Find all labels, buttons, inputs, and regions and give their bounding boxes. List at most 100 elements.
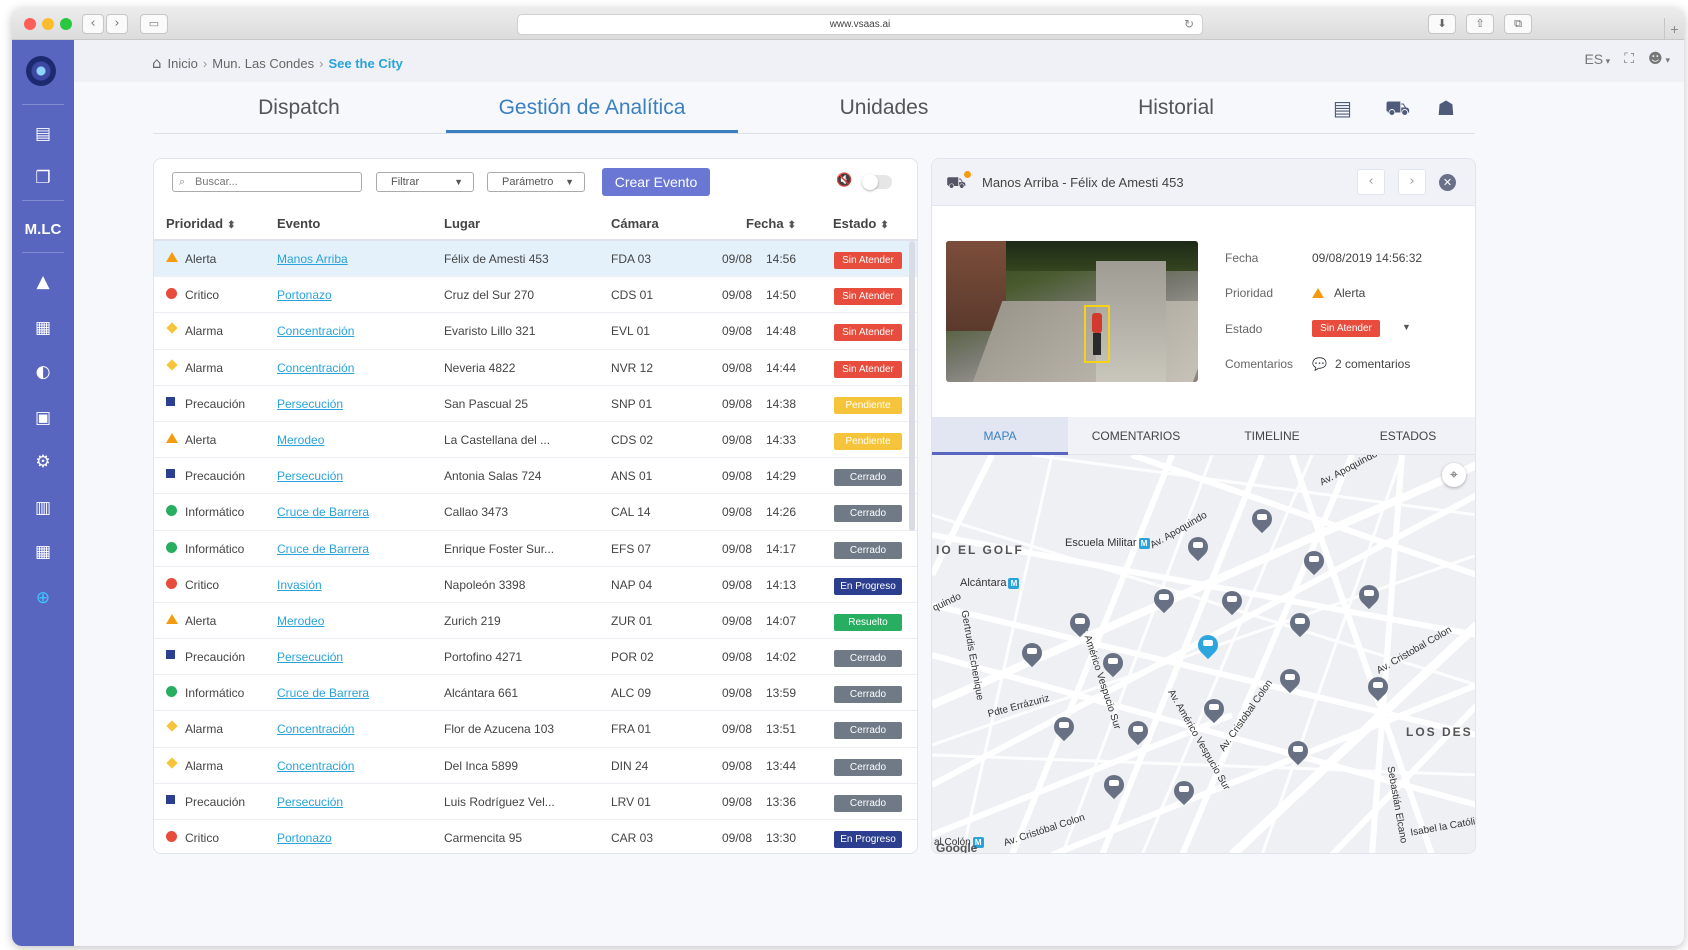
cctv-camera-icon[interactable]: ⛟: [1385, 96, 1411, 120]
status-badge[interactable]: Sin Atender: [834, 252, 902, 269]
url-bar[interactable]: www.vsaas.ai ↻: [517, 14, 1203, 35]
prev-event-button[interactable]: ‹: [1357, 169, 1385, 195]
camera-map-pin[interactable]: [1199, 694, 1229, 725]
breadcrumb-current[interactable]: See the City: [328, 55, 403, 71]
users-group-icon[interactable]: ☗: [1437, 96, 1455, 120]
header-fecha[interactable]: Fecha ⬍: [746, 216, 796, 231]
cell-evento-link[interactable]: Concentración: [277, 758, 355, 773]
header-prioridad[interactable]: Prioridad ⬍: [166, 216, 235, 231]
status-badge[interactable]: Sin Atender: [834, 288, 902, 306]
status-badge[interactable]: Cerrado: [834, 722, 902, 740]
close-window-button[interactable]: [24, 18, 36, 30]
parameter-dropdown[interactable]: Parámetro ▼: [487, 172, 585, 192]
table-row[interactable]: Alarma Concentración Del Inca 5899 DIN 24 09…: [154, 748, 917, 784]
home-icon[interactable]: ⌂: [152, 54, 162, 72]
next-event-button[interactable]: ›: [1398, 169, 1426, 195]
status-badge[interactable]: En Progreso: [834, 577, 902, 595]
mute-icon[interactable]: 🔇: [836, 173, 853, 188]
status-badge[interactable]: Cerrado: [834, 469, 902, 487]
cell-evento-link[interactable]: Cruce de Barrera: [277, 686, 370, 701]
tab-unidades[interactable]: Unidades: [839, 96, 929, 119]
reload-icon[interactable]: ↻: [1183, 17, 1194, 31]
status-badge[interactable]: Cerrado: [834, 686, 902, 704]
table-row[interactable]: Alarma Concentración Evaristo Lillo 321 EVL…: [154, 313, 917, 350]
calculator-icon[interactable]: ▥: [34, 498, 52, 518]
search-input[interactable]: ⌕ Buscar...: [172, 172, 362, 192]
active-camera-map-pin[interactable]: [1193, 630, 1223, 661]
download-icon[interactable]: ⬇: [1428, 14, 1456, 34]
filter-dropdown[interactable]: Filtrar ▼: [376, 172, 474, 192]
table-row[interactable]: Critico Portonazo Carmencita 95 CAR 03 09/08…: [154, 820, 917, 853]
user-menu-icon[interactable]: ☻ ▾: [1648, 51, 1670, 67]
table-row[interactable]: Alarma Concentración Flor de Azucena 103 FR…: [154, 711, 917, 748]
status-badge[interactable]: Sin Atender: [834, 324, 902, 342]
calendar-icon[interactable]: ▦: [34, 542, 52, 562]
cell-evento-link[interactable]: Concentración: [277, 360, 355, 375]
language-selector[interactable]: ES ▾: [1584, 51, 1611, 67]
sound-toggle[interactable]: [862, 174, 892, 190]
camera-map-pin[interactable]: [1123, 716, 1153, 747]
camera-map-pin[interactable]: [1017, 638, 1047, 669]
close-icon[interactable]: ✕: [1439, 174, 1456, 191]
tab-dispatch[interactable]: Dispatch: [258, 96, 340, 119]
table-row[interactable]: Alarma Concentración Neveria 4822 NVR 12 09/…: [154, 350, 917, 386]
status-badge[interactable]: Sin Atender: [834, 360, 902, 378]
monitor-icon[interactable]: ▤: [1333, 96, 1352, 120]
table-row[interactable]: Precaución Persecución Luis Rodríguez Vel.…: [154, 784, 917, 820]
fullscreen-icon[interactable]: ⛶: [1624, 51, 1634, 67]
caret-down-icon[interactable]: ▼: [1402, 322, 1411, 332]
status-badge[interactable]: Pendiente: [834, 396, 902, 414]
tab-timeline[interactable]: TIMELINE: [1244, 429, 1300, 443]
sort-icon[interactable]: ⬍: [787, 220, 796, 231]
sidebar-toggle-icon[interactable]: ▭: [140, 14, 168, 34]
table-row[interactable]: Alerta Manos Arriba Félix de Amesti 453 FDA…: [154, 241, 917, 278]
camera-map-pin[interactable]: [1098, 648, 1128, 679]
cell-evento-link[interactable]: Persecución: [277, 794, 344, 809]
tab-estados[interactable]: ESTADOS: [1379, 429, 1437, 443]
cell-evento-link[interactable]: Manos Arriba: [277, 252, 348, 266]
tab-comentarios[interactable]: COMENTARIOS: [1091, 429, 1181, 443]
camera-map-pin[interactable]: [1169, 776, 1199, 807]
status-badge[interactable]: Cerrado: [834, 650, 902, 668]
create-event-button[interactable]: Crear Evento: [602, 168, 710, 196]
camera-map-pin[interactable]: [1363, 672, 1393, 703]
new-tab-button[interactable]: +: [1664, 18, 1684, 40]
status-badge[interactable]: Pendiente: [834, 432, 902, 450]
documents-icon[interactable]: ▣: [34, 408, 52, 428]
cell-evento-link[interactable]: Portonazo: [277, 288, 332, 303]
warning-icon[interactable]: ▲: [36, 272, 50, 292]
status-badge[interactable]: Cerrado: [834, 794, 902, 812]
table-row[interactable]: Informático Cruce de Barrera Alcántara 661…: [154, 675, 917, 712]
cell-evento-link[interactable]: Persecución: [277, 396, 344, 411]
camera-snapshot[interactable]: [946, 241, 1198, 382]
camera-map-pin[interactable]: [1247, 504, 1277, 535]
forward-button[interactable]: ›: [106, 14, 128, 34]
cell-evento-link[interactable]: Concentración: [277, 722, 355, 737]
status-badge[interactable]: Cerrado: [834, 541, 902, 559]
cell-evento-link[interactable]: Persecución: [277, 650, 344, 665]
comentarios-link[interactable]: 💬 2 comentarios: [1312, 357, 1410, 371]
table-row[interactable]: Critico Invasión Napoleón 3398 NAP 04 09/08 1…: [154, 567, 917, 603]
cell-evento-link[interactable]: Merodeo: [277, 432, 325, 447]
minimize-window-button[interactable]: [42, 18, 54, 30]
header-estado[interactable]: Estado ⬍: [833, 216, 889, 231]
breadcrumb-level1[interactable]: Mun. Las Condes: [212, 55, 315, 71]
camera-map-pin[interactable]: [1299, 546, 1329, 577]
cell-evento-link[interactable]: Merodeo: [277, 613, 325, 628]
breadcrumb-home[interactable]: Inicio: [167, 55, 198, 71]
estado-badge[interactable]: Sin Atender: [1312, 320, 1380, 337]
settings-gear-icon[interactable]: ⚙: [35, 452, 51, 472]
camera-map-pin[interactable]: [1149, 584, 1179, 615]
cell-evento-link[interactable]: Portonazo: [277, 831, 332, 845]
table-row[interactable]: Precaución Persecución San Pascual 25 SNP 0…: [154, 386, 917, 422]
status-badge[interactable]: Resuelto: [834, 613, 902, 631]
cell-evento-link[interactable]: Persecución: [277, 469, 344, 484]
tab-mapa[interactable]: MAPA: [932, 417, 1068, 455]
status-badge[interactable]: Cerrado: [834, 505, 902, 523]
cell-evento-link[interactable]: Cruce de Barrera: [277, 541, 370, 556]
my-location-icon[interactable]: ⌖: [1442, 463, 1466, 487]
table-row[interactable]: Precaución Persecución Portofino 4271 POR 0…: [154, 639, 917, 676]
tab-historial[interactable]: Historial: [1138, 96, 1214, 119]
table-scrollbar[interactable]: [909, 241, 915, 531]
event-map[interactable]: IO EL GOLF Escuela Militar M Alcántara M A…: [932, 455, 1475, 853]
